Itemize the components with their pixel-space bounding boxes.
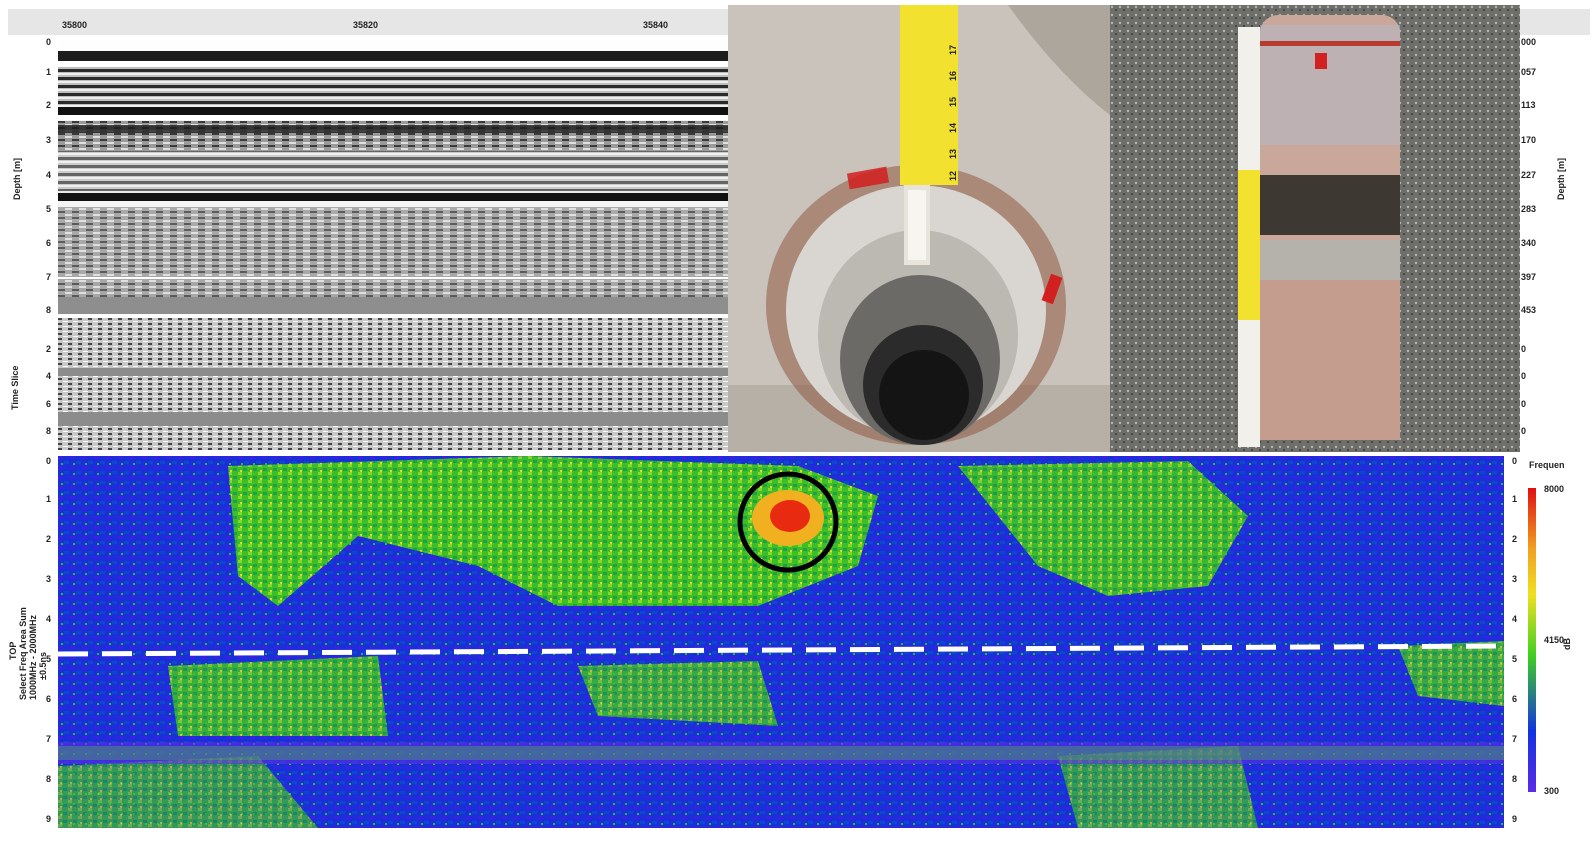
right-tick-5: 283 xyxy=(1521,204,1537,214)
radargram-y-label: Depth [m] xyxy=(12,158,22,200)
depth-tick-2: 2 xyxy=(46,100,52,110)
depth-tick-6: 6 xyxy=(46,238,52,248)
fm-y-label-1: Select Freq Area Sum xyxy=(18,607,28,700)
fm-left-tick-2: 2 xyxy=(46,534,52,544)
fm-right-tick-8: 8 xyxy=(1512,774,1518,784)
fm-right-tick-2: 2 xyxy=(1512,534,1518,544)
colorbar-title: Frequen xyxy=(1529,460,1565,470)
fm-left-tick-0: 0 xyxy=(46,456,52,466)
x-tick-2: 35840 xyxy=(643,20,669,30)
ruler-mark-17: 17 xyxy=(948,44,959,56)
depth-tick-7: 7 xyxy=(46,272,52,282)
highlight-circle xyxy=(737,471,839,573)
top-bar-left xyxy=(8,9,728,35)
fm-right-tick-1: 1 xyxy=(1512,494,1518,504)
ruler-mark-15: 15 xyxy=(948,96,959,108)
right-tick-1: 057 xyxy=(1521,67,1537,77)
radargram-panel xyxy=(58,37,728,314)
top-bar-right xyxy=(1520,9,1590,35)
right-tick-12: 0 xyxy=(1521,426,1527,436)
ts-tick-6: 6 xyxy=(46,399,52,409)
right-tick-11: 0 xyxy=(1521,399,1527,409)
fm-left-tick-8: 8 xyxy=(46,774,52,784)
fm-left-tick-7: 7 xyxy=(46,734,52,744)
fm-left-tick-3: 3 xyxy=(46,574,52,584)
fm-left-tick-9: 9 xyxy=(46,814,52,824)
colorbar-min: 300 xyxy=(1544,786,1560,796)
depth-tick-4: 4 xyxy=(46,170,52,180)
ruler-mark-12: 12 xyxy=(948,170,959,182)
fm-y-label-3: ±0.5ns xyxy=(38,652,48,680)
fm-right-tick-0: 0 xyxy=(1512,456,1518,466)
frequency-map xyxy=(58,456,1504,828)
time-slice-image xyxy=(58,318,728,450)
fm-y-label-2: 1000MHz - 2000MHz xyxy=(28,614,38,700)
ruler-mark-13: 13 xyxy=(948,148,959,160)
x-tick-1: 35820 xyxy=(353,20,379,30)
radargram-image xyxy=(58,37,728,314)
fm-right-tick-4: 4 xyxy=(1512,614,1518,624)
colorbar-max: 8000 xyxy=(1544,484,1565,494)
depth-tick-0: 0 xyxy=(46,37,52,47)
x-tick-0: 35800 xyxy=(62,20,88,30)
depth-tick-3: 3 xyxy=(46,135,52,145)
fm-left-tick-4: 4 xyxy=(46,614,52,624)
right-tick-10: 0 xyxy=(1521,371,1527,381)
colorbar-side-label: dB xyxy=(1562,638,1572,650)
fm-left-tick-6: 6 xyxy=(46,694,52,704)
depth-tick-1: 1 xyxy=(46,67,52,77)
right-tick-9: 0 xyxy=(1521,344,1527,354)
ruler-mark-16: 16 xyxy=(948,70,959,82)
right-tick-4: 227 xyxy=(1521,170,1537,180)
fm-right-tick-3: 3 xyxy=(1512,574,1518,584)
time-slice-panel xyxy=(58,318,728,450)
right-tick-0: 000 xyxy=(1521,37,1537,47)
borehole-photo: 17 16 15 14 13 12 xyxy=(728,5,1110,452)
right-tick-8: 453 xyxy=(1521,305,1537,315)
fm-right-tick-9: 9 xyxy=(1512,814,1518,824)
frequency-map-image xyxy=(58,456,1504,828)
fm-right-tick-5: 5 xyxy=(1512,654,1518,664)
depth-tick-5: 5 xyxy=(46,204,52,214)
ts-tick-8: 8 xyxy=(46,426,52,436)
time-slice-y-label: Time Slice xyxy=(10,365,20,410)
ruler-mark-14: 14 xyxy=(948,122,959,134)
right-y-label: Depth [m] xyxy=(1556,158,1566,200)
colorbar-mid: 4150 xyxy=(1544,635,1565,645)
right-tick-7: 397 xyxy=(1521,272,1537,282)
right-tick-6: 340 xyxy=(1521,238,1537,248)
right-tick-2: 113 xyxy=(1521,100,1536,110)
colorbar xyxy=(1528,488,1536,792)
fm-left-tick-1: 1 xyxy=(46,494,52,504)
depth-tick-8: 8 xyxy=(46,305,52,315)
fm-left-tick-5: 5 xyxy=(46,654,52,664)
fm-y-label-0: TOP xyxy=(8,641,18,660)
fm-right-tick-6: 6 xyxy=(1512,694,1518,704)
fm-right-tick-7: 7 xyxy=(1512,734,1518,744)
ts-tick-4: 4 xyxy=(46,371,52,381)
ts-tick-2: 2 xyxy=(46,344,52,354)
right-tick-3: 170 xyxy=(1521,135,1537,145)
core-sample-photo xyxy=(1110,5,1520,452)
